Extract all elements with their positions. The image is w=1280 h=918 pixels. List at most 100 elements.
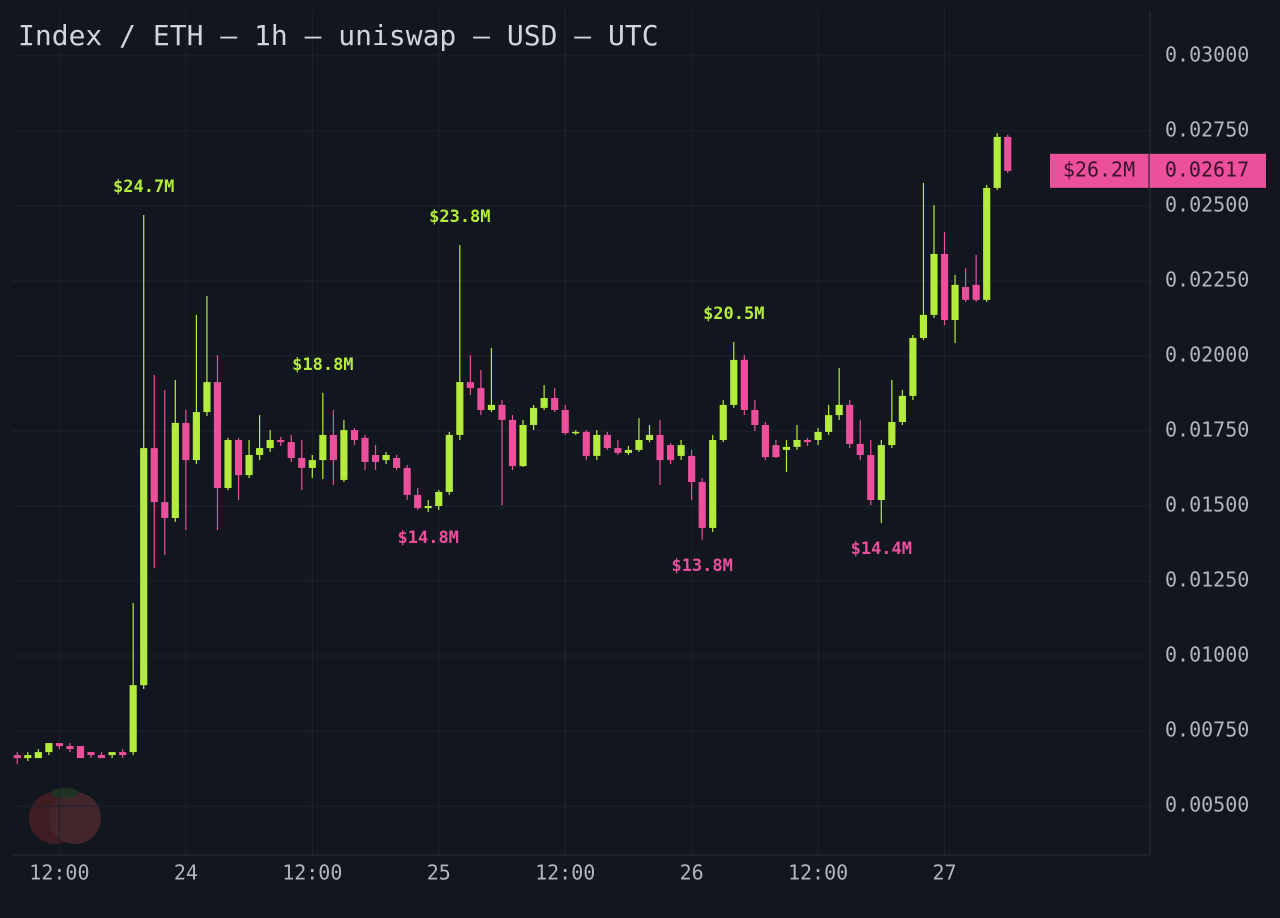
candle-body [656,434,664,461]
candle-body [825,415,833,432]
candle-body [24,755,32,759]
y-tick-label: 0.02750 [1165,117,1249,141]
candle-body [635,440,643,450]
candle-body [129,685,137,753]
volume-annotation: $18.8M [292,355,353,375]
candle-body [698,482,706,528]
candles [13,133,1012,765]
candle-body [108,752,116,756]
candle-body [867,455,875,501]
candle-body [540,397,548,408]
candle-body [1004,136,1012,171]
x-tick-label: 26 [680,861,704,885]
x-tick-label: 25 [427,861,451,885]
candle-body [213,382,222,489]
candle-body [97,755,106,759]
candle-body [782,446,791,450]
candle-body [856,443,864,456]
candle-body [888,421,896,446]
candle-body [203,382,211,413]
candle-body [614,448,622,453]
x-tick-label: 12:00 [29,861,89,885]
logo-leaf [51,788,79,798]
logo-part [49,792,101,844]
x-tick-label: 27 [932,861,956,885]
candle-body [45,743,53,753]
candle-body [414,494,422,509]
candle-body [350,430,359,441]
candle-body [709,440,717,528]
candle-body [582,431,590,456]
candle-body [835,404,843,416]
candle-body [256,448,264,456]
candle-body [572,431,580,434]
candle-body [445,434,453,492]
volume-annotation: $14.8M [398,528,459,548]
candle-body [277,440,285,443]
x-tick-label: 24 [174,861,198,885]
candle-body [150,448,158,503]
candle-body [846,404,854,444]
candle-body [677,445,685,456]
candle-body [87,752,95,756]
candle-body [340,430,348,480]
candle-body [224,440,232,489]
candle-body [972,284,980,300]
candle-body [751,409,759,425]
y-tick-label: 0.02250 [1165,267,1249,291]
candle-body [498,404,506,420]
candle-body [424,506,432,509]
candle-body [393,458,401,468]
y-tick-label: 0.01000 [1165,643,1249,667]
candle-body [740,359,748,410]
y-tick-label: 0.01500 [1165,493,1249,517]
candle-body [603,434,611,449]
candle-body [772,445,780,458]
candle-body [962,286,970,300]
logo-part [29,792,81,844]
candle-body [993,136,1001,188]
candle-body [983,187,991,300]
candle-body [919,314,928,338]
candle-body [66,746,74,750]
candle-body [161,502,169,519]
candle-body [308,460,316,468]
candle-body [371,455,380,462]
candle-body [477,388,485,410]
labels: 0.00500 0.00750 0.01000 0.01250 0.01500 0.017… [29,42,1266,885]
candle-body [171,422,179,519]
candle-body [245,455,253,476]
volume-annotation: $23.8M [429,207,490,227]
candle-body [761,424,769,458]
candle-body [909,337,917,396]
candle-body [298,458,306,468]
candle-body [666,445,675,461]
x-tick-label: 12:00 [535,861,595,885]
candle-body [719,404,727,441]
candle-body [456,382,464,435]
candle-body [119,752,127,756]
watermark-logo [29,788,101,844]
candle-body [13,755,21,759]
candle-body [466,382,474,389]
candle-body [793,440,801,447]
y-tick-label: 0.03000 [1165,42,1249,66]
y-tick-label: 0.01250 [1165,568,1249,592]
candle-body [76,746,85,759]
candle-body [519,424,527,467]
candle-body [435,491,443,507]
candle-body [530,407,538,425]
candle-body [192,412,200,461]
candle-body [688,455,696,483]
candle-body [593,434,601,456]
candle-body [814,431,822,441]
candle-body [287,442,295,459]
candle-body [561,409,569,434]
candle-body [234,440,243,476]
volume-annotation: $14.4M [851,539,912,559]
candle-body [624,449,632,453]
candle-body [877,445,885,501]
candle-body [55,743,63,747]
